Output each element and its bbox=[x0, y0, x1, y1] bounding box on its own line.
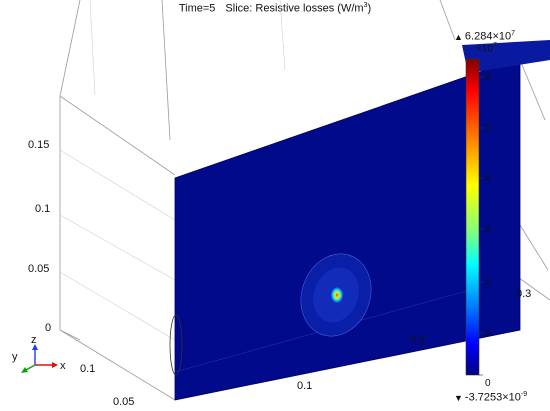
x-tick-label: 0.2 bbox=[410, 334, 425, 346]
colorbar-tick-label: 3 bbox=[485, 224, 491, 235]
y-tick-label: 0.05 bbox=[113, 396, 134, 408]
colorbar-scale-label: ×107 bbox=[476, 42, 497, 55]
axis-triad: z x y bbox=[12, 334, 66, 373]
slice-label-close: ) bbox=[367, 2, 372, 15]
time-label: Time=5 bbox=[178, 2, 216, 15]
colorbar-tick-label: 5 bbox=[485, 123, 491, 134]
z-tick-label: 0 bbox=[45, 322, 51, 334]
z-tick-label: 0.1 bbox=[35, 203, 50, 215]
hot-spot bbox=[330, 286, 344, 304]
colorbar-ticks bbox=[479, 76, 483, 376]
slice-plane bbox=[174, 57, 521, 401]
colorbar-tick-label: 4 bbox=[485, 173, 491, 184]
x-tick-label: 0.1 bbox=[297, 380, 312, 392]
colorbar-tick-label: 6 bbox=[485, 72, 491, 83]
colorbar-tick-label: 1 bbox=[485, 328, 491, 339]
coil-outline bbox=[169, 314, 183, 376]
colorbar-tick-label: 2 bbox=[485, 277, 491, 288]
triangle-up-icon: ▲ bbox=[454, 31, 463, 42]
bounding-box bbox=[59, 0, 550, 401]
z-tick-label: 0.15 bbox=[28, 139, 49, 151]
colorbar bbox=[465, 58, 480, 376]
triad-x-label: x bbox=[60, 360, 66, 372]
triangle-down-icon: ▼ bbox=[454, 392, 463, 403]
x-tick-label: 0.3 bbox=[516, 288, 531, 300]
slice-plane-edge bbox=[462, 40, 550, 73]
colorbar-max-label: ▲ 6.284×107 ×107 bbox=[454, 30, 516, 55]
triad-z-label: z bbox=[31, 334, 37, 346]
slice-label: Slice: Resistive losses (W/m bbox=[225, 2, 364, 15]
z-tick-label: 0.05 bbox=[28, 263, 49, 275]
y-tick-label: 0.1 bbox=[80, 363, 95, 375]
slice-unit-exponent: 3 bbox=[363, 2, 368, 9]
triad-y-label: y bbox=[12, 351, 18, 363]
colorbar-min-label: ▼ -3.7253×10-9 bbox=[454, 391, 528, 404]
plot-title: Time=5 Slice: Resistive losses (W/m3) bbox=[0, 2, 550, 15]
colorbar-tick-label: 0 bbox=[485, 378, 491, 389]
